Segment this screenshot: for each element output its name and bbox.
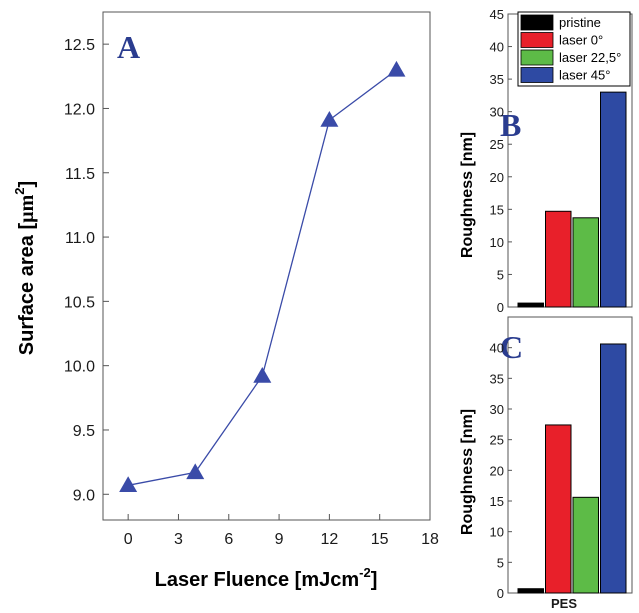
y-tick-label: 25 bbox=[490, 433, 504, 448]
x-tick-label: 18 bbox=[421, 531, 439, 548]
bar-pristine bbox=[517, 588, 544, 594]
y-tick-label: 35 bbox=[490, 72, 504, 87]
bar-laser-0- bbox=[545, 210, 572, 308]
panel-a-x-axis-label: Laser Fluence [mJcm-2] bbox=[155, 565, 378, 591]
data-point-triangle bbox=[119, 476, 138, 493]
panel-c-letter: C bbox=[500, 329, 523, 365]
x-tick-label: 15 bbox=[371, 531, 389, 548]
panel-c-axes: 0 5 10 15 20 25 30 35 40 bbox=[490, 341, 512, 601]
y-tick-label: 11.5 bbox=[65, 166, 95, 183]
panel-c-y-axis-label: Roughness [nm] bbox=[459, 409, 476, 535]
y-tick-label: 10 bbox=[490, 525, 504, 540]
panel-b-axes: 0 5 10 15 20 25 30 35 40 45 bbox=[490, 7, 512, 315]
panel-b-bar-chart: B 0 5 10 15 20 25 30 35 40 45 pristine laser 0° las… bbox=[459, 7, 633, 315]
bar-laser-45- bbox=[600, 91, 627, 308]
y-tick-label: 40 bbox=[490, 341, 504, 356]
panel-a-letter: A bbox=[117, 29, 140, 65]
y-tick-label: 10.5 bbox=[64, 294, 95, 311]
y-tick-label: 30 bbox=[490, 105, 504, 120]
data-point-triangle bbox=[186, 463, 205, 480]
data-line bbox=[128, 69, 397, 486]
panel-c-x-tick-label: PES bbox=[551, 596, 577, 611]
x-tick-label: 6 bbox=[224, 531, 233, 548]
y-tick-label: 15 bbox=[490, 202, 504, 217]
y-tick-label: 40 bbox=[490, 40, 504, 55]
y-tick-label: 9.5 bbox=[73, 423, 95, 440]
y-tick-label: 10.0 bbox=[64, 359, 95, 376]
x-tick-label: 0 bbox=[124, 531, 133, 548]
panel-b-legend: pristine laser 0° laser 22,5° laser 45° bbox=[517, 11, 631, 87]
y-tick-label: 30 bbox=[490, 402, 504, 417]
y-tick-label: 35 bbox=[490, 371, 504, 386]
bar-laser-22-5- bbox=[572, 496, 599, 594]
y-tick-label: 9.0 bbox=[73, 487, 95, 504]
y-tick-label: 12.5 bbox=[64, 37, 95, 54]
legend-label: laser 45° bbox=[559, 68, 610, 83]
bar-laser-45- bbox=[600, 343, 627, 594]
panel-b-y-axis-label: Roughness [nm] bbox=[459, 132, 476, 258]
y-tick-label: 15 bbox=[490, 494, 504, 509]
x-tick-label: 12 bbox=[320, 531, 338, 548]
legend-swatch bbox=[520, 67, 554, 83]
data-point-triangle bbox=[320, 111, 339, 127]
legend-swatch bbox=[520, 14, 554, 31]
data-point-triangle bbox=[253, 366, 272, 383]
y-tick-label: 5 bbox=[497, 267, 504, 282]
y-tick-label: 0 bbox=[497, 300, 504, 315]
y-tick-label: 12.0 bbox=[64, 101, 95, 118]
panel-c-bar-chart: C 0 5 10 15 20 25 30 35 40 Roughness [nm] PES bbox=[459, 316, 633, 611]
y-tick-label: 25 bbox=[490, 137, 504, 152]
panel-a-plot-frame bbox=[102, 11, 431, 521]
panel-a-y-axis-label: Surface area [µm2] bbox=[12, 181, 38, 355]
bar-laser-22-5- bbox=[572, 217, 599, 308]
x-tick-label: 9 bbox=[275, 531, 284, 548]
y-tick-label: 5 bbox=[497, 555, 504, 570]
panel-a-axes: 0 3 6 9 12 15 18 9.0 9.5 10.0 10.5 11.0 11.5 12.0 12.5 bbox=[64, 37, 439, 548]
legend-swatch bbox=[520, 49, 554, 66]
legend-label: laser 22,5° bbox=[559, 50, 621, 65]
x-tick-label: 3 bbox=[174, 531, 183, 548]
bar-laser-0- bbox=[545, 424, 572, 594]
data-point-triangle bbox=[387, 60, 406, 77]
panel-c-bars bbox=[517, 343, 627, 594]
panel-a-line-chart: A 0 3 6 9 12 15 18 9.0 9.5 10.0 10.5 11.0 11.5 12.0 12… bbox=[12, 11, 439, 591]
legend-label: laser 0° bbox=[559, 33, 603, 48]
panel-a-series bbox=[119, 60, 406, 493]
y-tick-label: 0 bbox=[497, 586, 504, 601]
legend-swatch bbox=[520, 32, 554, 48]
panel-b-letter: B bbox=[500, 107, 521, 143]
y-tick-label: 20 bbox=[490, 170, 504, 185]
legend-label: pristine bbox=[559, 15, 601, 30]
panel-b-bars bbox=[517, 91, 627, 308]
y-tick-label: 45 bbox=[490, 7, 504, 22]
y-tick-label: 20 bbox=[490, 463, 504, 478]
y-tick-label: 11.0 bbox=[65, 230, 95, 247]
y-tick-label: 10 bbox=[490, 235, 504, 250]
bar-pristine bbox=[517, 302, 544, 308]
